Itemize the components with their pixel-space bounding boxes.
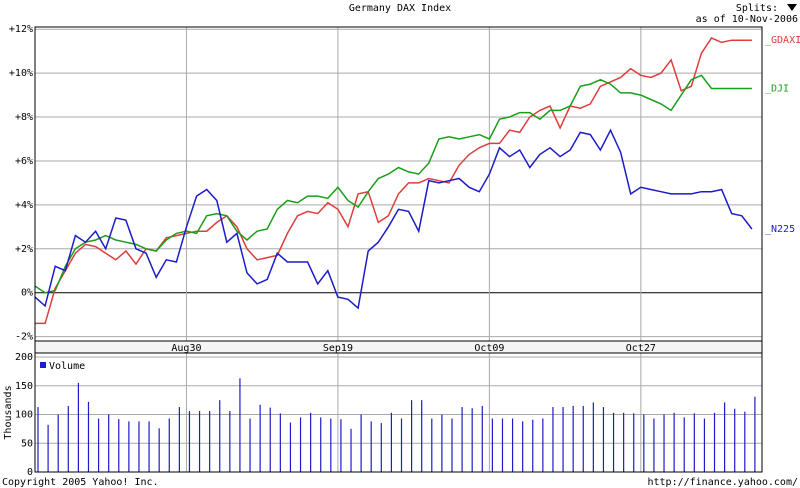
splits-arrow[interactable] (787, 4, 797, 11)
source-url[interactable]: http://finance.yahoo.com/ (647, 477, 798, 488)
series-label: _N225 (765, 224, 795, 235)
plot-area (35, 27, 762, 341)
series-line (34, 128, 753, 310)
y-tick-label: 150 (15, 381, 33, 392)
y-tick-label: 0 (27, 467, 33, 478)
y-tick-label: 50 (21, 438, 33, 449)
y-tick-label: 100 (15, 410, 33, 421)
chart-title: Germany DAX Index (349, 3, 451, 14)
y-tick-label: +4% (15, 200, 33, 211)
x-tick-label: Oct09 (474, 343, 504, 354)
legend-swatch (40, 362, 46, 368)
legend-label: Volume (49, 361, 85, 372)
series-label: _DJI (765, 83, 789, 94)
splits-label[interactable]: Splits: (736, 3, 778, 14)
plot-area (35, 353, 762, 472)
y-tick-label: +6% (15, 156, 33, 167)
copyright: Copyright 2005 Yahoo! Inc. (2, 477, 159, 488)
x-tick-label: Oct27 (626, 343, 656, 354)
x-tick-label: Aug30 (171, 343, 201, 354)
y-tick-label: +2% (15, 244, 33, 255)
plot-border (34, 352, 763, 473)
y-tick-label: -2% (15, 332, 33, 343)
as-of-date: as of 10-Nov-2006 (696, 14, 798, 25)
y-tick-label: +8% (15, 112, 33, 123)
y-axis-label: Thousands (3, 385, 14, 439)
y-tick-label: 200 (15, 352, 33, 363)
y-tick-label: +10% (9, 68, 33, 79)
series-line (34, 74, 752, 294)
plot-border (34, 26, 763, 342)
y-tick-label: +12% (9, 24, 33, 35)
x-tick-label: Sep19 (323, 343, 353, 354)
series-label: _GDAXI (765, 35, 800, 46)
y-tick-label: 0% (21, 288, 33, 299)
